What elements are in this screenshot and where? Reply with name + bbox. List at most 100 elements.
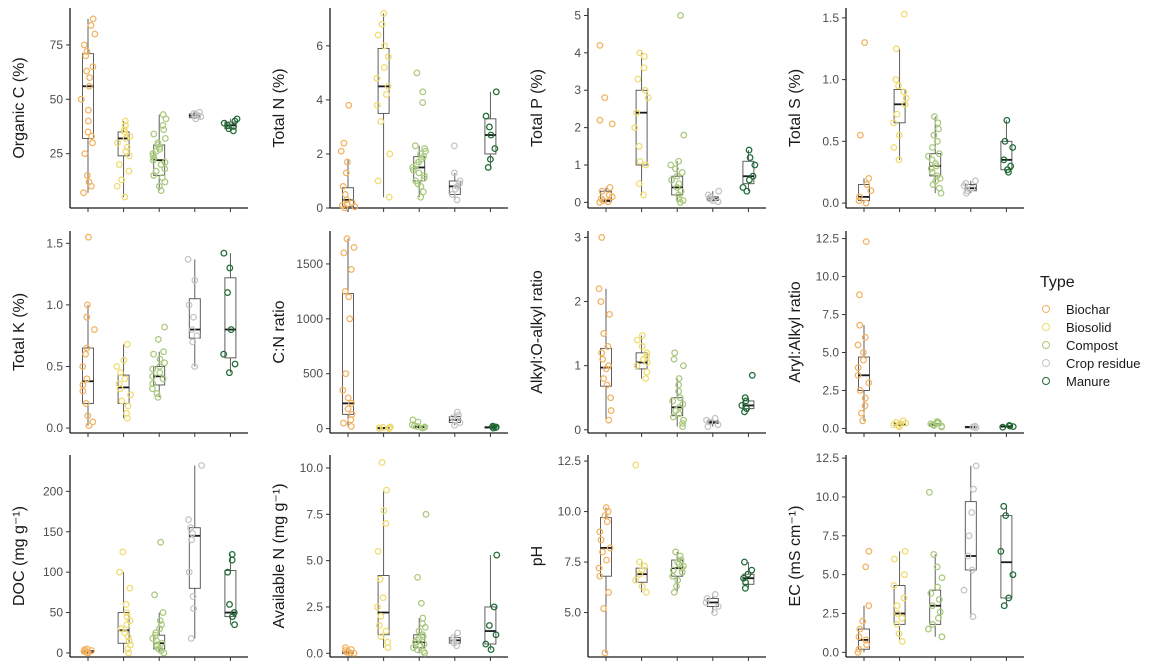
data-point [342,370,350,378]
y-tick-label: 7.5 [306,507,323,521]
data-point [157,538,165,546]
series-manure [220,115,241,135]
data-point [412,638,419,646]
data-point [740,574,748,582]
data-point [933,172,941,180]
y-tick-label: 500 [303,367,323,381]
data-point [348,410,356,418]
data-point [419,614,427,622]
y-tick-label: 0.5 [822,134,839,148]
data-point [673,582,680,590]
data-point [417,599,425,607]
data-point [675,180,683,188]
panel-alkyl-o-alkyl-ratio: 0 1 2 3 Alkyl:O-alkyl ratio [529,230,766,437]
box-iqr [929,153,942,177]
box-iqr [635,567,648,583]
series-crop-residue [448,629,462,650]
data-point [898,614,906,622]
data-point [673,184,681,191]
data-point [641,86,649,94]
series-manure [220,249,239,377]
data-point [865,379,873,387]
data-point [933,418,941,426]
data-point [854,341,862,349]
series-biosolid [375,423,394,433]
data-point [417,193,425,201]
y-tick-label: 5.0 [822,568,839,582]
y-tick-label: 0 [316,201,323,215]
series-biosolid [373,9,394,201]
data-point [196,108,203,116]
data-point [930,131,938,139]
panel-available-n-mg-g: 0.0 2.5 5.0 7.5 10.0 Available N (mg g⁻¹) [271,455,508,661]
y-tick-label: 0.0 [822,645,839,659]
data-point [159,609,167,616]
data-point [676,552,684,560]
data-point [420,648,428,655]
data-point [409,644,417,652]
data-point [377,633,385,641]
data-point [855,193,863,201]
data-point [160,126,168,134]
data-point [962,179,970,187]
data-point [741,394,749,402]
data-point [158,174,166,181]
series-manure [484,422,500,432]
data-point [409,166,417,174]
data-point [85,82,93,90]
series-crop-residue [702,590,722,616]
data-point [605,588,613,596]
data-point [123,409,131,417]
y-tick-label: 4 [316,93,323,107]
box-iqr [635,352,648,370]
data-point [84,117,92,125]
data-point [123,340,131,348]
data-point [742,397,750,405]
series-compost [924,488,946,641]
series-manure [482,88,500,171]
data-point [126,584,134,592]
y-tick-label: 12.5 [558,454,582,468]
data-point [674,558,681,566]
data-point [413,636,421,644]
data-point [633,362,641,370]
series-biosolid [890,547,909,645]
data-point [159,121,167,129]
data-point [895,131,903,139]
data-point [855,633,863,641]
y-tick-label: 0 [574,423,581,437]
data-point [997,547,1005,555]
data-point [231,621,238,629]
data-point [890,582,898,589]
data-point [113,182,121,190]
data-point [409,416,417,424]
y-tick-label: 0.0 [306,646,323,660]
data-point [925,488,933,496]
data-point [456,177,464,185]
y-axis-label: pH [529,546,546,566]
box-iqr [342,293,354,415]
data-point [450,169,458,177]
data-point [127,641,134,649]
series-crop-residue [960,177,979,197]
series-biochar [80,645,96,657]
data-point [486,123,493,131]
data-point [1009,571,1017,579]
data-point [347,646,355,654]
legend-marker-icon [1040,321,1052,333]
box-iqr [82,53,94,139]
data-point [931,113,938,121]
data-point [675,381,683,389]
y-tick-label: 7.5 [822,529,839,543]
data-point [83,375,91,383]
data-point [375,622,383,629]
data-point [608,120,616,128]
series-biochar [595,233,615,424]
series-manure [999,421,1017,431]
y-axis-label: Alkyl:O-alkyl ratio [529,270,546,394]
data-point [489,422,497,430]
data-point [419,188,427,196]
data-point [859,356,867,364]
data-point [640,355,647,363]
data-point [679,400,687,408]
